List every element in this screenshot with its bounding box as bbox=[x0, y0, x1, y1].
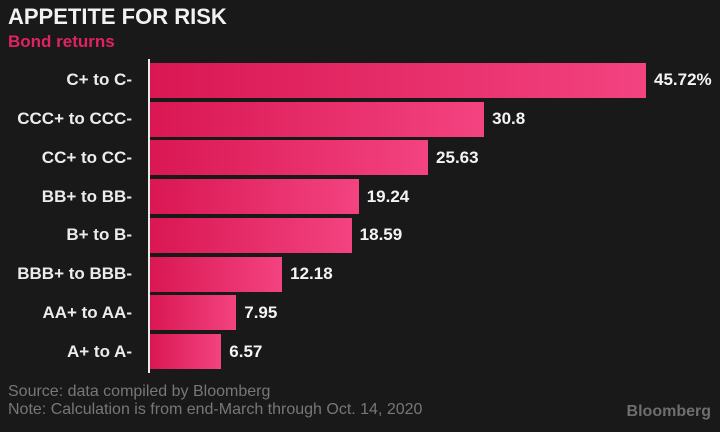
bar bbox=[150, 140, 429, 176]
bar-track: 45.72% bbox=[150, 62, 720, 98]
chart-title: APPETITE FOR RISK bbox=[8, 4, 227, 29]
bar bbox=[150, 295, 237, 331]
value-label: 18.59 bbox=[359, 225, 403, 245]
value-label: 45.72% bbox=[654, 70, 712, 90]
chart-row: C+ to C- 45.72% bbox=[0, 61, 720, 100]
value-label: 25.63 bbox=[436, 147, 479, 167]
bar-track: 6.57 bbox=[150, 334, 720, 370]
category-label: B+ to B- bbox=[66, 225, 132, 245]
value-label: 30.8 bbox=[492, 109, 526, 129]
value-label: 19.24 bbox=[366, 186, 410, 206]
category-label: CCC+ to CCC- bbox=[17, 109, 132, 129]
bar bbox=[150, 334, 222, 370]
category-label: CC+ to CC- bbox=[41, 147, 132, 167]
bloomberg-logo: Bloomberg bbox=[626, 403, 711, 420]
value-label: 6.57 bbox=[229, 341, 263, 361]
chart-row: CCC+ to CCC- 30.8 bbox=[0, 100, 720, 139]
value-label: 7.95 bbox=[244, 302, 278, 322]
source-note: Source: data compiled by Bloomberg bbox=[8, 383, 271, 400]
chart-row: B+ to B- 18.59 bbox=[0, 216, 720, 255]
chart-subtitle: Bond returns bbox=[8, 32, 115, 51]
bar-track: 7.95 bbox=[150, 295, 720, 331]
bar-track: 12.18 bbox=[150, 256, 720, 292]
chart-row: BBB+ to BBB- 12.18 bbox=[0, 255, 720, 294]
chart-row: CC+ to CC- 25.63 bbox=[0, 139, 720, 178]
category-label: AA+ to AA- bbox=[42, 302, 132, 322]
bar bbox=[150, 179, 359, 215]
y-axis-line bbox=[148, 59, 150, 373]
footer-notes: Source: data compiled by Bloomberg Note:… bbox=[8, 383, 422, 418]
calculation-note: Note: Calculation is from end-March thro… bbox=[8, 400, 423, 418]
bar-chart: C+ to C- 45.72% CCC+ to CCC- 30.8 CC+ to CC-… bbox=[0, 59, 720, 373]
bar-track: 18.59 bbox=[150, 217, 720, 253]
bar-track: 19.24 bbox=[150, 179, 720, 215]
bar-track: 25.63 bbox=[150, 140, 720, 176]
category-label: C+ to C- bbox=[66, 70, 132, 90]
chart-row: AA+ to AA- 7.95 bbox=[0, 294, 720, 333]
bar bbox=[150, 256, 283, 292]
value-label: 12.18 bbox=[290, 264, 333, 284]
bar bbox=[150, 217, 352, 253]
chart-row: A+ to A- 6.57 bbox=[0, 332, 720, 371]
category-label: A+ to A- bbox=[66, 341, 132, 361]
bar-track: 30.8 bbox=[150, 101, 720, 137]
category-label: BB+ to BB- bbox=[41, 186, 132, 206]
chart-row: BB+ to BB- 19.24 bbox=[0, 177, 720, 216]
category-label: BBB+ to BBB- bbox=[17, 264, 132, 284]
bar bbox=[150, 62, 646, 98]
bar bbox=[150, 101, 485, 137]
